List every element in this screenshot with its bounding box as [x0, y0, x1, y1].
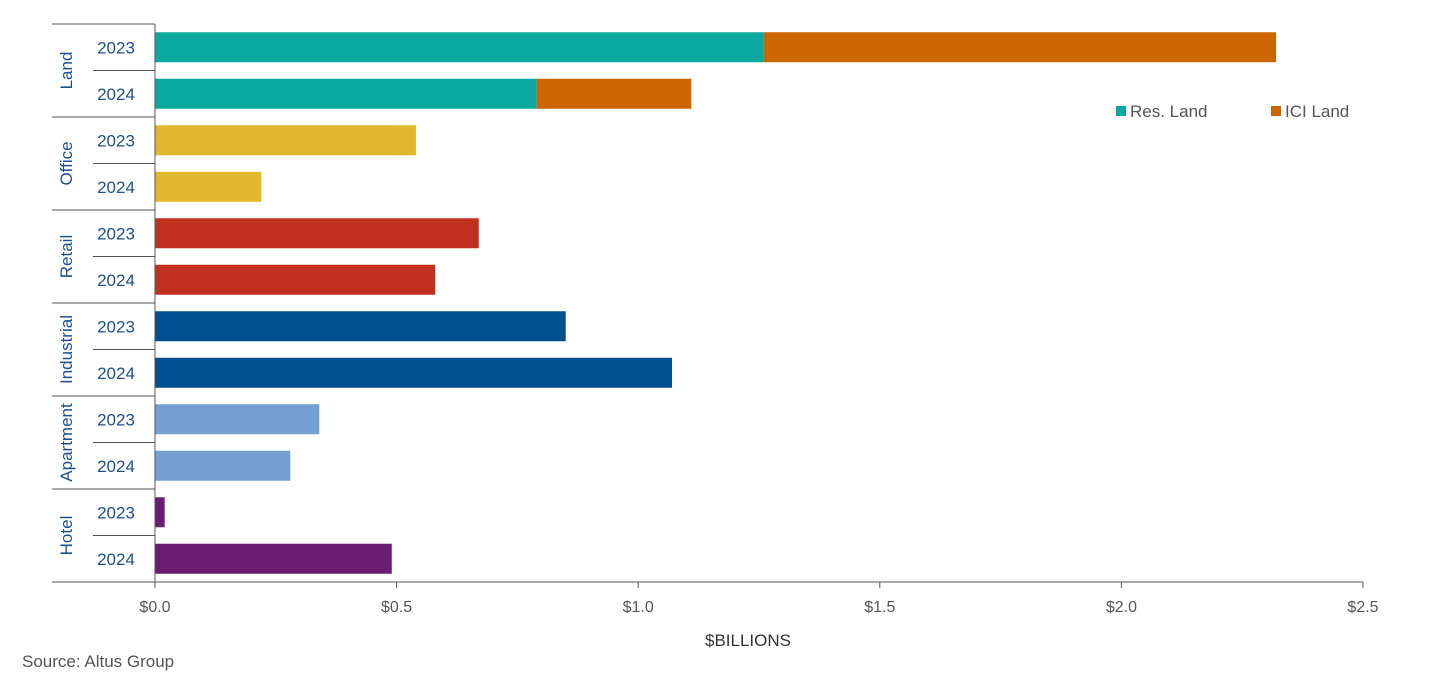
bar-office-2024	[155, 171, 262, 202]
year-label: 2024	[97, 457, 135, 476]
legend-label: ICI Land	[1285, 102, 1349, 121]
bar-land-2024-ici-land	[536, 78, 692, 109]
group-label: Office	[57, 141, 76, 185]
year-label: 2024	[97, 85, 135, 104]
source-note: Source: Altus Group	[22, 652, 174, 671]
bar-land-2024-res-land	[155, 78, 537, 109]
x-tick-label: $1.5	[864, 599, 895, 616]
group-label: Industrial	[57, 315, 76, 384]
legend-swatch-0	[1116, 106, 1126, 116]
group-label: Hotel	[57, 516, 76, 556]
bar-hotel-2023	[155, 497, 165, 528]
bar-land-2023-res-land	[155, 32, 764, 63]
group-label: Land	[57, 52, 76, 90]
year-label: 2024	[97, 550, 135, 569]
year-label: 2023	[97, 38, 135, 57]
legend-label: Res. Land	[1130, 102, 1208, 121]
bar-industrial-2024	[155, 357, 673, 388]
year-label: 2023	[97, 224, 135, 243]
x-axis-label: $BILLIONS	[705, 631, 791, 650]
year-label: 2023	[97, 503, 135, 522]
x-tick-label: $0.5	[381, 599, 412, 616]
x-tick-label: $2.0	[1106, 599, 1137, 616]
bar-hotel-2024	[155, 543, 392, 574]
bar-apartment-2024	[155, 450, 291, 481]
x-tick-label: $0.0	[139, 599, 170, 616]
bar-apartment-2023	[155, 404, 320, 435]
group-label: Apartment	[57, 403, 76, 482]
year-label: 2024	[97, 271, 135, 290]
legend-swatch-1	[1271, 106, 1281, 116]
x-tick-label: $2.5	[1347, 599, 1378, 616]
x-tick-label: $1.0	[623, 599, 654, 616]
bar-retail-2023	[155, 218, 479, 249]
year-label: 2023	[97, 131, 135, 150]
group-label: Retail	[57, 235, 76, 278]
year-label: 2023	[97, 410, 135, 429]
bar-industrial-2023	[155, 311, 566, 342]
year-label: 2023	[97, 317, 135, 336]
bar-land-2023-ici-land	[763, 32, 1277, 63]
year-label: 2024	[97, 364, 135, 383]
year-label: 2024	[97, 178, 135, 197]
bar-retail-2024	[155, 264, 436, 295]
bar-office-2023	[155, 125, 416, 156]
